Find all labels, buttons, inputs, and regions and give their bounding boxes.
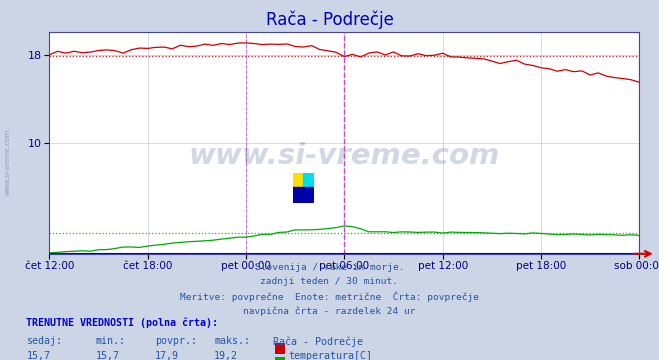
Text: zadnji teden / 30 minut.: zadnji teden / 30 minut. [260,277,399,286]
Text: min.:: min.: [96,336,126,346]
Text: sedaj:: sedaj: [26,336,63,346]
Text: 15,7: 15,7 [96,351,119,360]
Text: 17,9: 17,9 [155,351,179,360]
Text: povpr.:: povpr.: [155,336,197,346]
Text: TRENUTNE VREDNOSTI (polna črta):: TRENUTNE VREDNOSTI (polna črta): [26,318,218,328]
Text: temperatura[C]: temperatura[C] [288,351,372,360]
Text: www.si-vreme.com: www.si-vreme.com [5,129,11,195]
Text: 19,2: 19,2 [214,351,238,360]
Text: Rača - Podrečje: Rača - Podrečje [266,10,393,28]
Text: www.si-vreme.com: www.si-vreme.com [188,143,500,170]
Text: maks.:: maks.: [214,336,250,346]
Text: 15,7: 15,7 [26,351,50,360]
Text: Rača - Podrečje: Rača - Podrečje [273,336,364,347]
Text: Slovenija / reke in morje.: Slovenija / reke in morje. [255,263,404,272]
Text: Meritve: povprečne  Enote: metrične  Črta: povprečje: Meritve: povprečne Enote: metrične Črta:… [180,292,479,302]
Text: navpična črta - razdelek 24 ur: navpična črta - razdelek 24 ur [243,306,416,315]
